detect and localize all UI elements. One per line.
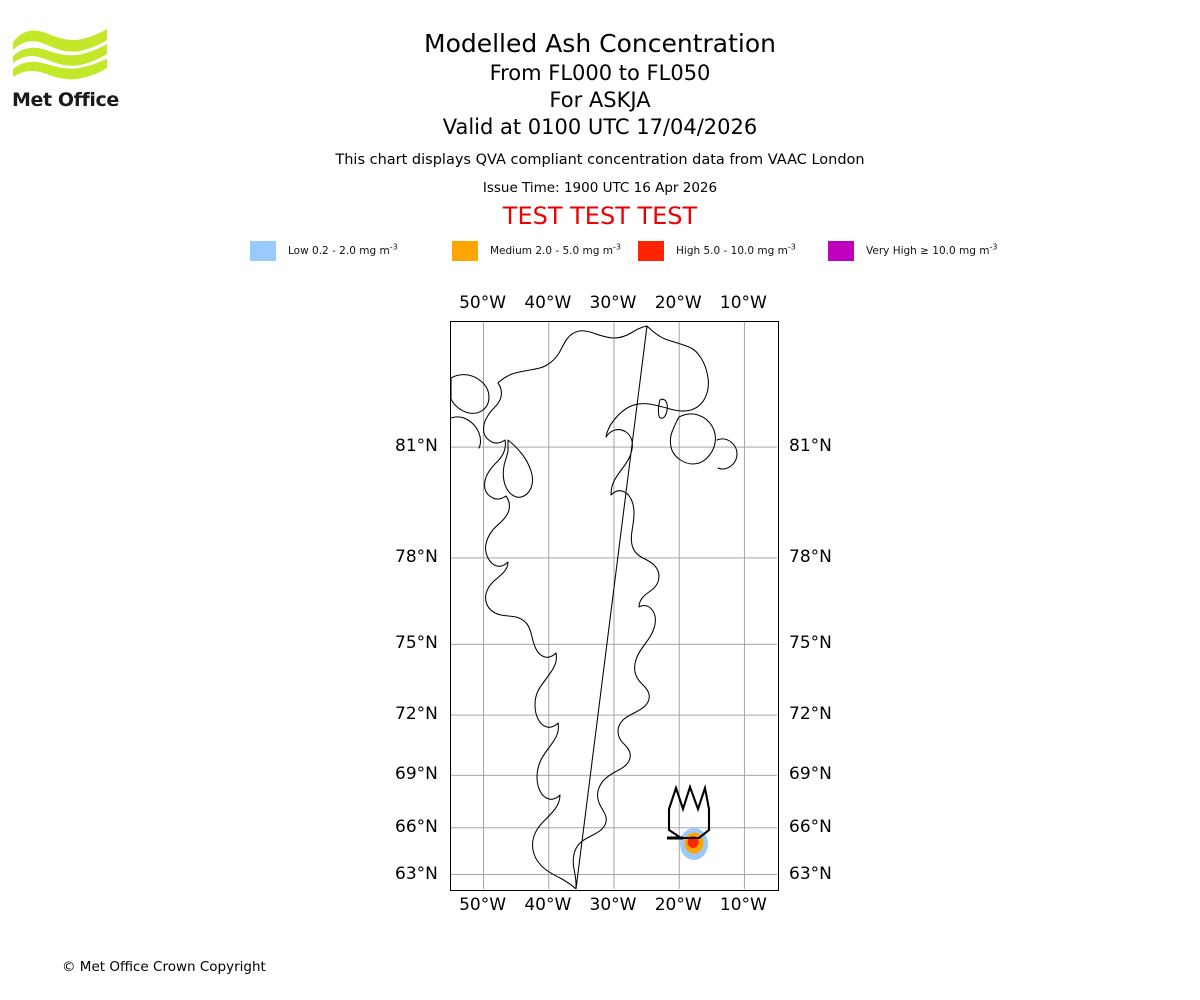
coastline-ellesmere-fjords [451,416,482,449]
lat-tick-right-69°N: 69°N [789,764,832,785]
legend-swatch-medium [452,241,478,261]
legend-swatch-very-high [828,241,854,261]
coastline-svalbard [669,413,716,465]
lon-tick-top-50°W: 50°W [459,293,507,313]
legend-label-high: High 5.0 - 10.0 mg m-3 [676,242,796,257]
lat-tick-left-78°N: 78°N [395,546,438,567]
issue-time: Issue Time: 1900 UTC 16 Apr 2026 [482,180,718,196]
map-frame [450,321,779,891]
valid-time: Valid at 0100 UTC 17/04/2026 [442,115,758,139]
coastline-greenland-inlet [502,439,534,498]
lon-tick-bottom-20°W: 20°W [654,895,702,915]
graticule-gridlines [451,322,777,889]
met-office-wordmark: Met Office [12,89,119,111]
copyright-notice: © Met Office Crown Copyright [62,959,266,975]
lat-tick-right-78°N: 78°N [789,546,832,567]
lat-tick-right-75°N: 75°N [789,633,832,654]
compliance-note: This chart displays QVA compliant concen… [335,152,865,168]
legend-item-low: Low 0.2 - 2.0 mg m-3 [250,240,398,262]
met-office-logo: Met Office [12,26,122,116]
lat-tick-right-66°N: 66°N [789,816,832,837]
coastline-svalbard-islet [657,398,668,419]
volcano-name: For ASKJA [549,88,651,112]
legend-item-medium: Medium 2.0 - 5.0 mg m-3 [452,240,621,262]
lat-tick-left-72°N: 72°N [395,704,438,725]
legend-label-low: Low 0.2 - 2.0 mg m-3 [288,242,398,257]
flight-level-range: From FL000 to FL050 [489,61,711,85]
lat-tick-left-69°N: 69°N [395,764,438,785]
test-banner: TEST TEST TEST [502,202,698,230]
coastline-svalbard-east [716,438,738,470]
legend-swatch-high [638,241,664,261]
title-block: Modelled Ash Concentration From FL000 to… [180,28,1020,230]
lat-tick-right-81°N: 81°N [789,436,832,457]
lon-tick-top-30°W: 30°W [589,293,637,313]
legend-swatch-low [250,241,276,261]
lat-tick-right-63°N: 63°N [789,863,832,884]
lat-tick-right-72°N: 72°N [789,704,832,725]
coastlines [451,325,738,889]
met-office-waves-icon [13,29,107,80]
legend-item-high: High 5.0 - 10.0 mg m-3 [638,240,796,262]
page-title: Modelled Ash Concentration [424,29,776,58]
lat-tick-left-66°N: 66°N [395,816,438,837]
legend-label-very-high: Very High ≥ 10.0 mg m-3 [866,242,998,257]
lon-tick-top-10°W: 10°W [719,293,767,313]
legend-item-very-high: Very High ≥ 10.0 mg m-3 [828,240,997,262]
lon-tick-bottom-40°W: 40°W [524,895,572,915]
lat-tick-left-75°N: 75°N [395,633,438,654]
coastline-greenland [483,325,709,889]
lon-tick-bottom-50°W: 50°W [459,895,507,915]
lon-tick-bottom-30°W: 30°W [589,895,637,915]
ash-plume [680,828,708,860]
coastline-ellesmere-island [451,374,490,414]
lon-tick-top-40°W: 40°W [524,293,572,313]
map-canvas [451,322,777,889]
legend-label-medium: Medium 2.0 - 5.0 mg m-3 [490,242,621,257]
lon-tick-bottom-10°W: 10°W [719,895,767,915]
lat-tick-left-63°N: 63°N [395,863,438,884]
lon-tick-top-20°W: 20°W [654,293,702,313]
lat-tick-left-81°N: 81°N [395,436,438,457]
ash-concentration-map [450,321,779,891]
concentration-legend: Low 0.2 - 2.0 mg m-3 Medium 2.0 - 5.0 mg … [240,240,1000,264]
